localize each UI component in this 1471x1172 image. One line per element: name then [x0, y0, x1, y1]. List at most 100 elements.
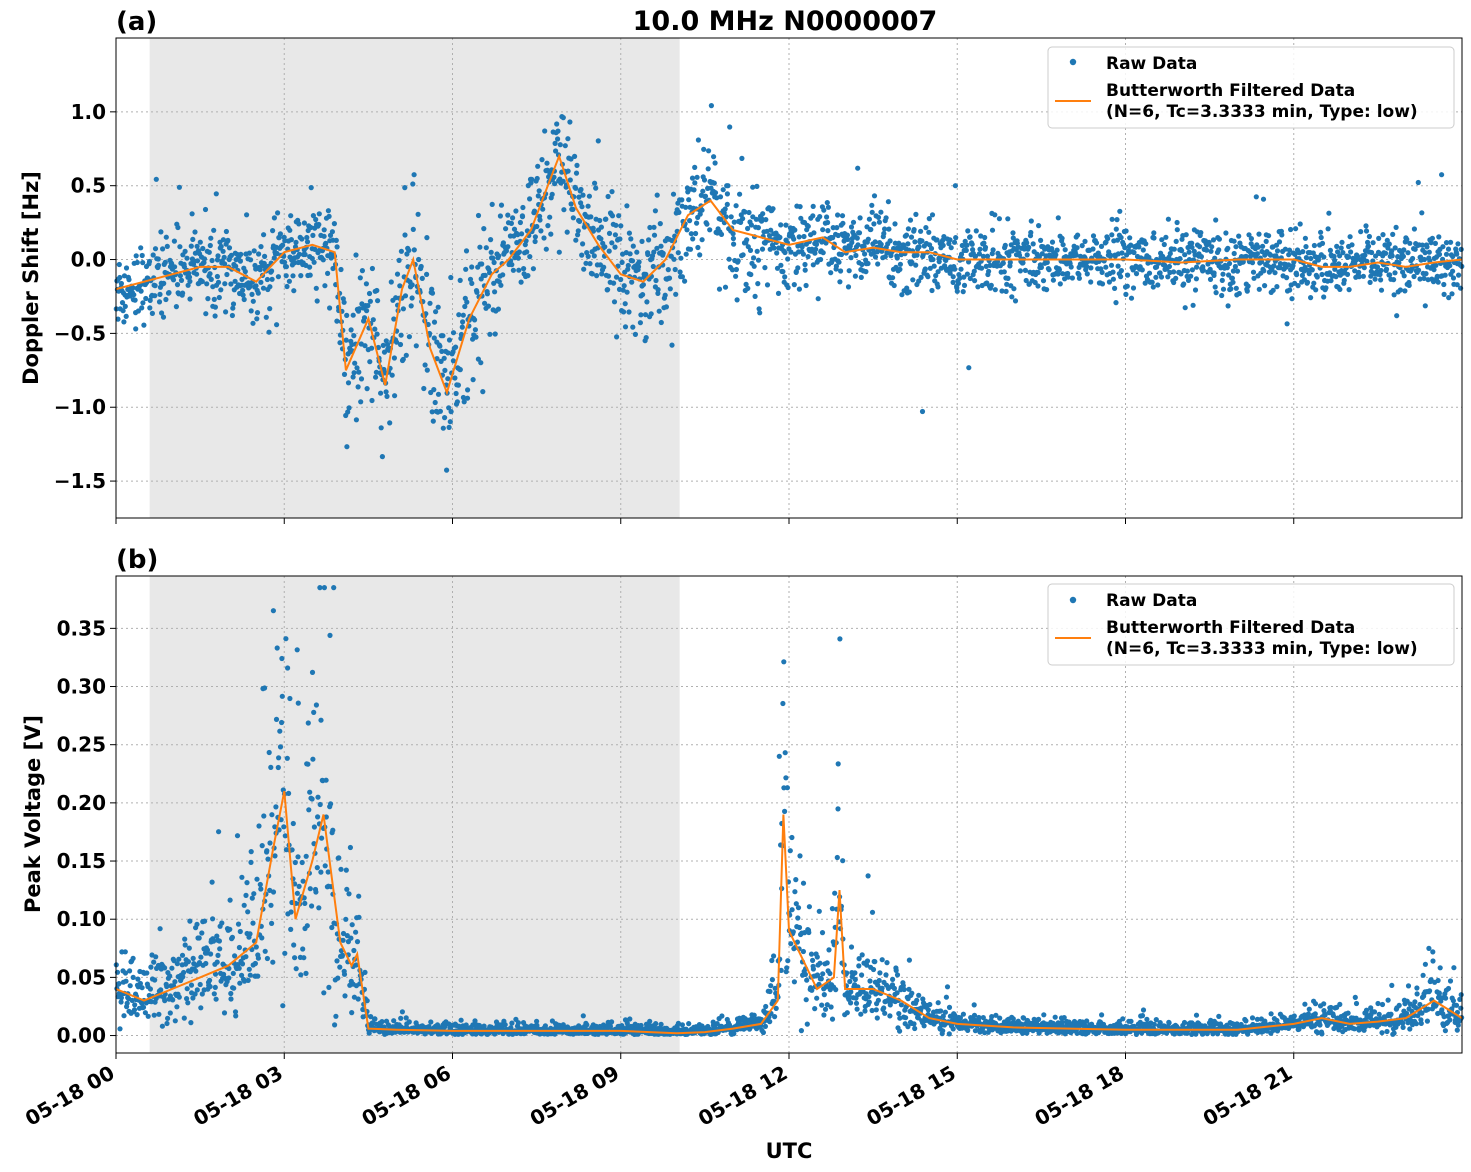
- raw-data-point: [999, 288, 1005, 294]
- raw-data-point: [440, 425, 446, 431]
- raw-data-point: [176, 184, 182, 190]
- raw-data-point: [400, 306, 406, 312]
- raw-data-point: [247, 972, 253, 978]
- raw-data-point: [775, 290, 782, 296]
- raw-data-point: [1233, 244, 1239, 250]
- raw-data-point: [705, 166, 711, 172]
- raw-data-point: [863, 269, 869, 275]
- raw-data-point: [835, 761, 841, 767]
- raw-data-point: [904, 285, 910, 291]
- raw-data-point: [772, 1014, 778, 1020]
- raw-data-point: [756, 306, 762, 312]
- raw-data-point: [655, 287, 661, 293]
- raw-data-point: [184, 986, 190, 992]
- raw-data-point: [918, 274, 924, 280]
- raw-data-point: [573, 185, 579, 191]
- raw-data-point: [965, 1027, 971, 1033]
- raw-data-point: [473, 334, 479, 340]
- raw-data-point: [1113, 300, 1119, 306]
- raw-data-point: [971, 1012, 978, 1019]
- raw-data-point: [711, 154, 717, 160]
- raw-data-point: [415, 211, 421, 217]
- raw-data-point: [795, 915, 801, 921]
- raw-data-point: [916, 278, 922, 284]
- raw-data-point: [1024, 240, 1030, 246]
- raw-data-point: [1076, 271, 1082, 278]
- raw-data-point: [1441, 291, 1447, 297]
- raw-data-point: [624, 289, 630, 295]
- raw-data-point: [780, 269, 786, 275]
- raw-data-point: [790, 929, 796, 935]
- raw-data-point: [442, 415, 448, 421]
- raw-data-point: [1055, 271, 1061, 277]
- raw-data-point: [186, 274, 193, 280]
- raw-data-point: [122, 949, 128, 955]
- raw-data-point: [837, 636, 843, 642]
- raw-data-point: [188, 982, 195, 988]
- raw-data-point: [1036, 1016, 1042, 1023]
- raw-data-point: [509, 262, 515, 268]
- raw-data-point: [590, 228, 597, 234]
- raw-data-point: [279, 719, 285, 726]
- raw-data-point: [334, 958, 340, 964]
- raw-data-point: [849, 239, 855, 246]
- raw-data-point: [211, 296, 217, 302]
- raw-data-point: [850, 219, 857, 225]
- raw-data-point: [1099, 1012, 1105, 1018]
- raw-data-point: [317, 801, 323, 808]
- raw-data-point: [237, 258, 243, 264]
- raw-data-point: [194, 921, 200, 927]
- raw-data-point: [844, 232, 851, 238]
- raw-data-point: [231, 985, 237, 991]
- raw-data-point: [716, 286, 723, 292]
- raw-data-point: [818, 976, 824, 982]
- raw-data-point: [294, 647, 300, 653]
- raw-data-point: [314, 298, 320, 304]
- raw-data-point: [1125, 272, 1131, 278]
- raw-data-point: [824, 200, 830, 206]
- raw-data-point: [185, 282, 191, 288]
- raw-data-point: [266, 749, 272, 756]
- raw-data-point: [791, 282, 797, 288]
- raw-data-point: [820, 971, 826, 977]
- raw-data-point: [1024, 252, 1030, 258]
- raw-data-point: [249, 291, 255, 297]
- raw-data-point: [802, 267, 808, 273]
- raw-data-point: [1216, 236, 1222, 242]
- raw-data-point: [364, 386, 370, 392]
- raw-data-point: [1397, 287, 1403, 293]
- raw-data-point: [577, 218, 583, 224]
- raw-data-point: [1198, 230, 1204, 236]
- raw-data-point: [239, 276, 245, 282]
- raw-data-point: [869, 909, 876, 915]
- raw-data-point: [152, 977, 158, 983]
- raw-data-point: [330, 827, 336, 833]
- raw-data-point: [1447, 263, 1453, 269]
- raw-data-point: [187, 278, 193, 284]
- raw-data-point: [481, 226, 487, 232]
- raw-data-point: [483, 245, 489, 251]
- raw-data-point: [1423, 271, 1429, 277]
- raw-data-point: [785, 958, 791, 964]
- raw-data-point: [747, 247, 754, 253]
- raw-data-point: [433, 309, 439, 315]
- raw-data-point: [432, 399, 438, 406]
- raw-data-point: [989, 227, 996, 233]
- raw-data-point: [122, 970, 129, 976]
- raw-data-point: [1286, 247, 1293, 253]
- raw-data-point: [302, 900, 308, 907]
- raw-data-point: [1311, 242, 1317, 249]
- raw-data-point: [304, 239, 311, 245]
- raw-data-point: [813, 246, 819, 252]
- raw-data-point: [410, 181, 416, 187]
- raw-data-point: [602, 244, 608, 250]
- raw-data-point: [1344, 271, 1351, 277]
- raw-data-point: [936, 259, 942, 265]
- raw-data-point: [620, 287, 626, 293]
- raw-data-point: [857, 215, 863, 221]
- raw-data-point: [916, 244, 922, 250]
- raw-data-point: [1401, 273, 1407, 279]
- raw-data-point: [645, 251, 651, 258]
- raw-data-point: [226, 965, 232, 972]
- raw-data-point: [127, 968, 133, 974]
